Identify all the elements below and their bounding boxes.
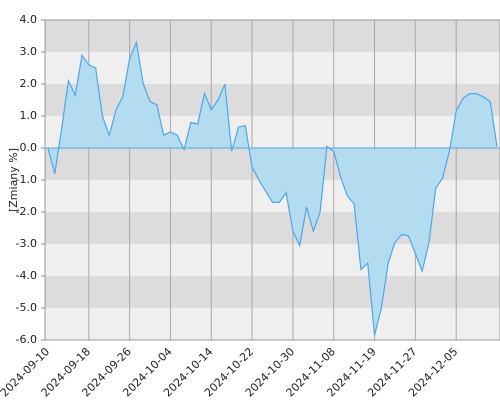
y-tick-label: 3.0 xyxy=(20,45,38,58)
y-tick-label: 4.0 xyxy=(20,13,38,26)
y-tick-label: 1.0 xyxy=(20,109,38,122)
band xyxy=(45,244,500,276)
band xyxy=(45,308,500,340)
line xyxy=(47,40,498,336)
band xyxy=(45,20,500,52)
y-tick-label: -2.0 xyxy=(16,205,37,218)
band xyxy=(45,276,500,308)
y-tick-label: -6.0 xyxy=(16,333,37,346)
band xyxy=(45,52,500,84)
y-tick-label: 2.0 xyxy=(20,77,38,90)
plot-border xyxy=(44,19,500,341)
y-tick-label: -5.0 xyxy=(16,301,37,314)
y-tick-label: 0.0 xyxy=(20,141,38,154)
y-tick-label: -1.0 xyxy=(16,173,37,186)
area-fill xyxy=(48,42,497,336)
y-axis-label: [Zmiany %] xyxy=(7,148,20,212)
band xyxy=(45,84,500,116)
y-tick-label: -3.0 xyxy=(16,237,37,250)
y-tick-label: -4.0 xyxy=(16,269,37,282)
